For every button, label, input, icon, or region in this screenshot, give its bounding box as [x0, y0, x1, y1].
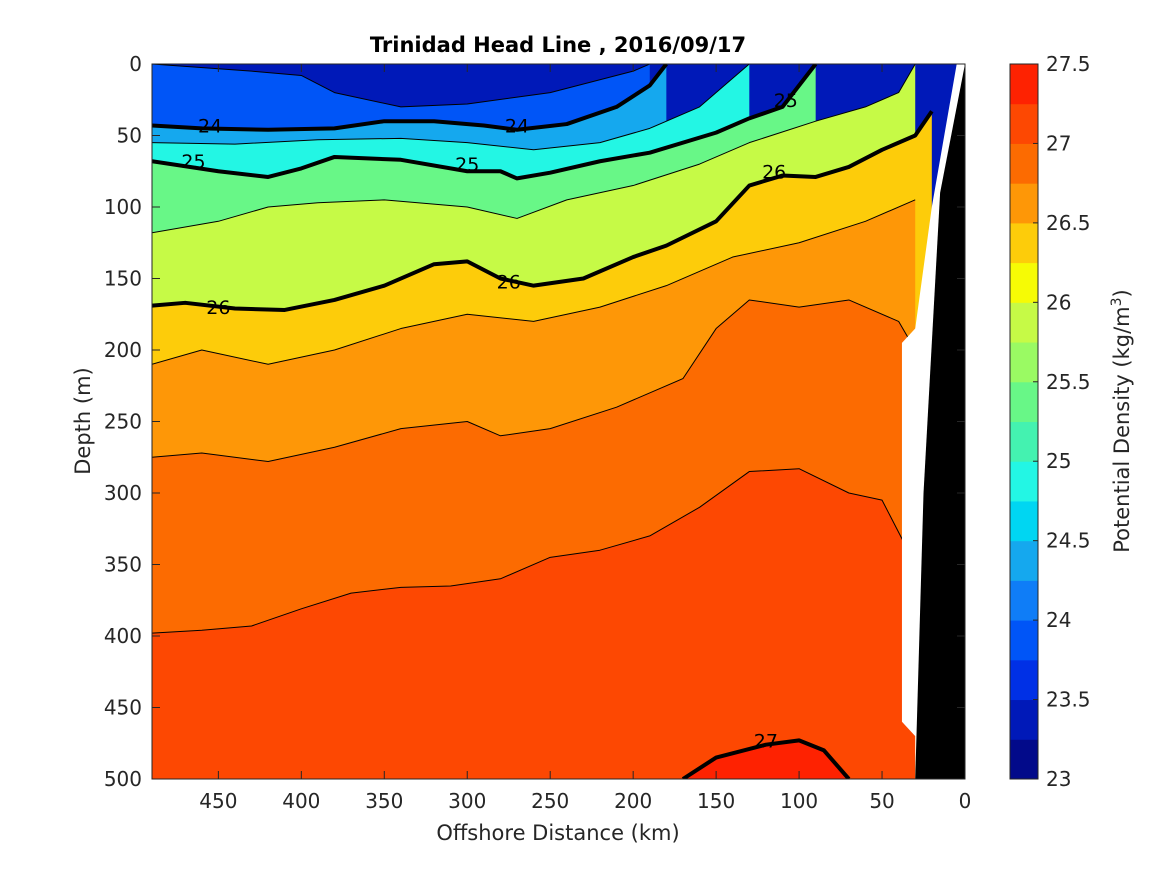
x-tick-label: 450 — [199, 789, 237, 813]
plot-area — [152, 64, 965, 779]
contour-labels: 24 24 25 25 25 26 26 26 27 — [181, 90, 798, 753]
colorbar-swatch — [1010, 620, 1038, 661]
colorbar-swatch — [1010, 302, 1038, 343]
isopycnal-27 — [681, 738, 851, 779]
colorbar-tick-label: 24.5 — [1046, 529, 1091, 553]
colorbar-swatch — [1010, 64, 1038, 105]
isopycnal-25.5 — [152, 64, 916, 234]
contour-label-24: 24 — [198, 115, 222, 137]
colorbar-tick-label: 23 — [1046, 767, 1071, 791]
y-tick-label: 50 — [117, 124, 142, 148]
contour-label-26: 26 — [762, 161, 786, 183]
colorbar-tick-label: 26.5 — [1046, 211, 1091, 235]
colorbar-swatch — [1010, 699, 1038, 740]
y-tick-label: 150 — [104, 267, 142, 291]
contour-label-27: 27 — [754, 730, 778, 752]
contour-label-26: 26 — [206, 297, 230, 319]
contour-label-26: 26 — [497, 271, 521, 293]
contour-label-24: 24 — [505, 115, 529, 137]
band-26.75 — [152, 468, 916, 779]
colorbar-swatch — [1010, 580, 1038, 621]
colorbar-tick-label: 27.5 — [1046, 52, 1091, 76]
colorbar-tick-label: 25.5 — [1046, 370, 1091, 394]
x-tick-label: 350 — [365, 789, 403, 813]
x-tick-label: 0 — [959, 789, 972, 813]
contour-label-25: 25 — [455, 154, 479, 176]
colorbar-swatch — [1010, 183, 1038, 224]
colorbar-tick-label: 23.5 — [1046, 688, 1091, 712]
y-tick-label: 450 — [104, 696, 142, 720]
x-tick-label: 250 — [531, 789, 569, 813]
contour-label-25: 25 — [774, 90, 798, 112]
y-tick-label: 100 — [104, 195, 142, 219]
y-tick-label: 400 — [104, 624, 142, 648]
density-bands — [152, 64, 965, 779]
colorbar-tick-label: 27 — [1046, 131, 1071, 155]
colorbar-swatch — [1010, 262, 1038, 303]
colorbar-swatch — [1010, 103, 1038, 144]
x-tick-label: 50 — [869, 789, 894, 813]
x-tick-label: 300 — [448, 789, 486, 813]
colorbar-swatch — [1010, 739, 1038, 780]
terrain-mask — [901, 64, 965, 779]
isopycnal-26.25 — [152, 199, 916, 365]
y-tick-label: 0 — [129, 52, 142, 76]
contour-label-25: 25 — [181, 151, 205, 173]
y-axis-label: Depth (m) — [71, 367, 95, 474]
colorbar: 23 23.5 24 24.5 25 25.5 26 26.5 27 27.5 — [1009, 52, 1091, 791]
isopycnal-23.5 — [152, 64, 650, 108]
x-tick-label: 100 — [780, 789, 818, 813]
isopycnal-26.75 — [152, 468, 916, 634]
x-axis-label: Offshore Distance (km) — [436, 821, 679, 845]
colorbar-swatch — [1010, 342, 1038, 383]
y-tick-label: 500 — [104, 767, 142, 791]
x-tick-label: 200 — [614, 789, 652, 813]
colorbar-tick-label: 26 — [1046, 290, 1071, 314]
colorbar-tick-label: 25 — [1046, 449, 1071, 473]
y-tick-label: 200 — [104, 338, 142, 362]
y-tick-label: 300 — [104, 481, 142, 505]
band-27 — [682, 740, 849, 779]
colorbar-swatch — [1010, 421, 1038, 462]
isopycnal-26 — [152, 110, 934, 312]
x-axis: 450 400 350 300 250 200 150 100 50 0 — [199, 64, 971, 813]
chart-title: Trinidad Head Line , 2016/09/17 — [370, 33, 746, 57]
seafloor — [915, 64, 965, 779]
isopycnal-24 — [152, 64, 668, 132]
isopycnal-25 — [152, 64, 818, 181]
colorbar-swatch — [1010, 461, 1038, 502]
isopycnal-24.5 — [152, 64, 750, 151]
colorbar-label: Potential Density (kg/m3) — [1109, 289, 1134, 553]
colorbar-tick-label: 24 — [1046, 608, 1071, 632]
y-tick-label: 350 — [104, 553, 142, 577]
isopycnal-26.5 — [152, 299, 916, 463]
colorbar-swatch — [1010, 222, 1038, 264]
x-tick-label: 150 — [697, 789, 735, 813]
y-tick-label: 250 — [104, 410, 142, 434]
colorbar-swatch — [1010, 500, 1038, 542]
colorbar-swatch — [1010, 659, 1038, 701]
colorbar-frame — [1009, 63, 1039, 780]
colorbar-swatch — [1010, 540, 1038, 581]
y-axis: 0 50 100 150 200 250 300 350 400 450 500 — [104, 52, 965, 791]
isopycnal-lines — [152, 64, 934, 779]
colorbar-swatch — [1010, 381, 1038, 422]
x-tick-label: 400 — [282, 789, 320, 813]
colorbar-swatch — [1010, 143, 1038, 184]
